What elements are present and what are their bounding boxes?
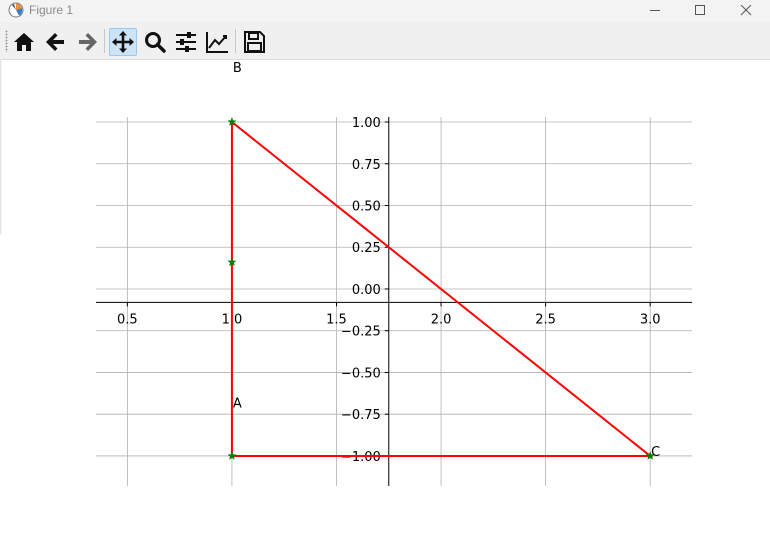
y-axis-ticks: 1.00 0.75 0.50 0.25 0.00 −0.25 −0.50 −0.75 −1.00	[341, 116, 389, 465]
edit-axis-button[interactable]	[203, 28, 231, 56]
toolbar-separator	[104, 29, 105, 53]
navigation-toolbar	[0, 22, 770, 60]
y-tick-label: −1.00	[341, 450, 381, 465]
y-tick-label: 0.75	[352, 158, 381, 173]
arrow-left-icon	[46, 33, 64, 51]
close-icon	[740, 5, 752, 16]
zoom-button[interactable]	[141, 28, 169, 56]
point-label-b: B	[233, 61, 242, 76]
point-label-c: C	[651, 445, 660, 460]
grid-lines	[96, 117, 692, 486]
y-tick-label: 0.25	[352, 241, 381, 256]
y-tick-label: 0.00	[352, 283, 381, 298]
y-tick-label: −0.25	[341, 325, 381, 340]
line-chart-icon	[206, 32, 228, 53]
triangle-line	[230, 119, 654, 457]
minimize-button[interactable]	[632, 0, 678, 22]
save-button[interactable]	[240, 28, 268, 56]
y-tick-label: −0.75	[341, 408, 381, 423]
y-tick-label: −0.50	[341, 366, 381, 381]
toolbar-separator	[235, 29, 236, 53]
star-marker	[227, 117, 237, 127]
y-tick-label: 0.50	[352, 199, 381, 214]
close-button[interactable]	[723, 0, 769, 22]
arrow-right-icon	[79, 33, 97, 51]
y-tick-label: 1.00	[352, 116, 381, 131]
x-tick-label: 2.5	[535, 312, 556, 327]
x-tick-label: 1.5	[326, 312, 347, 327]
x-tick-label: 3.0	[640, 312, 661, 327]
data-series	[227, 117, 655, 460]
point-label-a: A	[233, 397, 242, 412]
annotations: A B C	[233, 61, 660, 460]
window-title: Figure 1	[29, 3, 74, 17]
maximize-button[interactable]	[677, 0, 723, 22]
forward-button[interactable]	[73, 28, 101, 56]
floppy-disk-icon	[244, 31, 265, 53]
star-marker	[645, 450, 655, 460]
home-icon	[14, 33, 34, 51]
axis-spines	[96, 117, 692, 486]
toolbar-grip[interactable]	[5, 30, 8, 52]
maximize-icon	[695, 5, 705, 15]
configure-subplots-button[interactable]	[172, 28, 200, 56]
pan-button[interactable]	[109, 28, 137, 56]
sliders-icon	[176, 32, 196, 52]
magnifier-icon	[145, 32, 166, 53]
home-button[interactable]	[10, 28, 38, 56]
matplotlib-app-icon	[8, 2, 24, 18]
star-marker	[227, 451, 237, 460]
figure-canvas[interactable]: 0.5 1.0 1.5 2.0 2.5 3.0 1.000.750.500.250.00−…	[0, 59, 770, 536]
x-tick-label: 2.0	[431, 312, 452, 327]
x-tick-label: 0.5	[117, 312, 138, 327]
title-bar: Figure 1	[0, 0, 770, 22]
star-marker	[227, 257, 237, 267]
move-icon	[112, 31, 134, 53]
back-button[interactable]	[42, 28, 70, 56]
window-edge-shadow	[0, 59, 2, 234]
minimize-icon	[650, 10, 660, 11]
